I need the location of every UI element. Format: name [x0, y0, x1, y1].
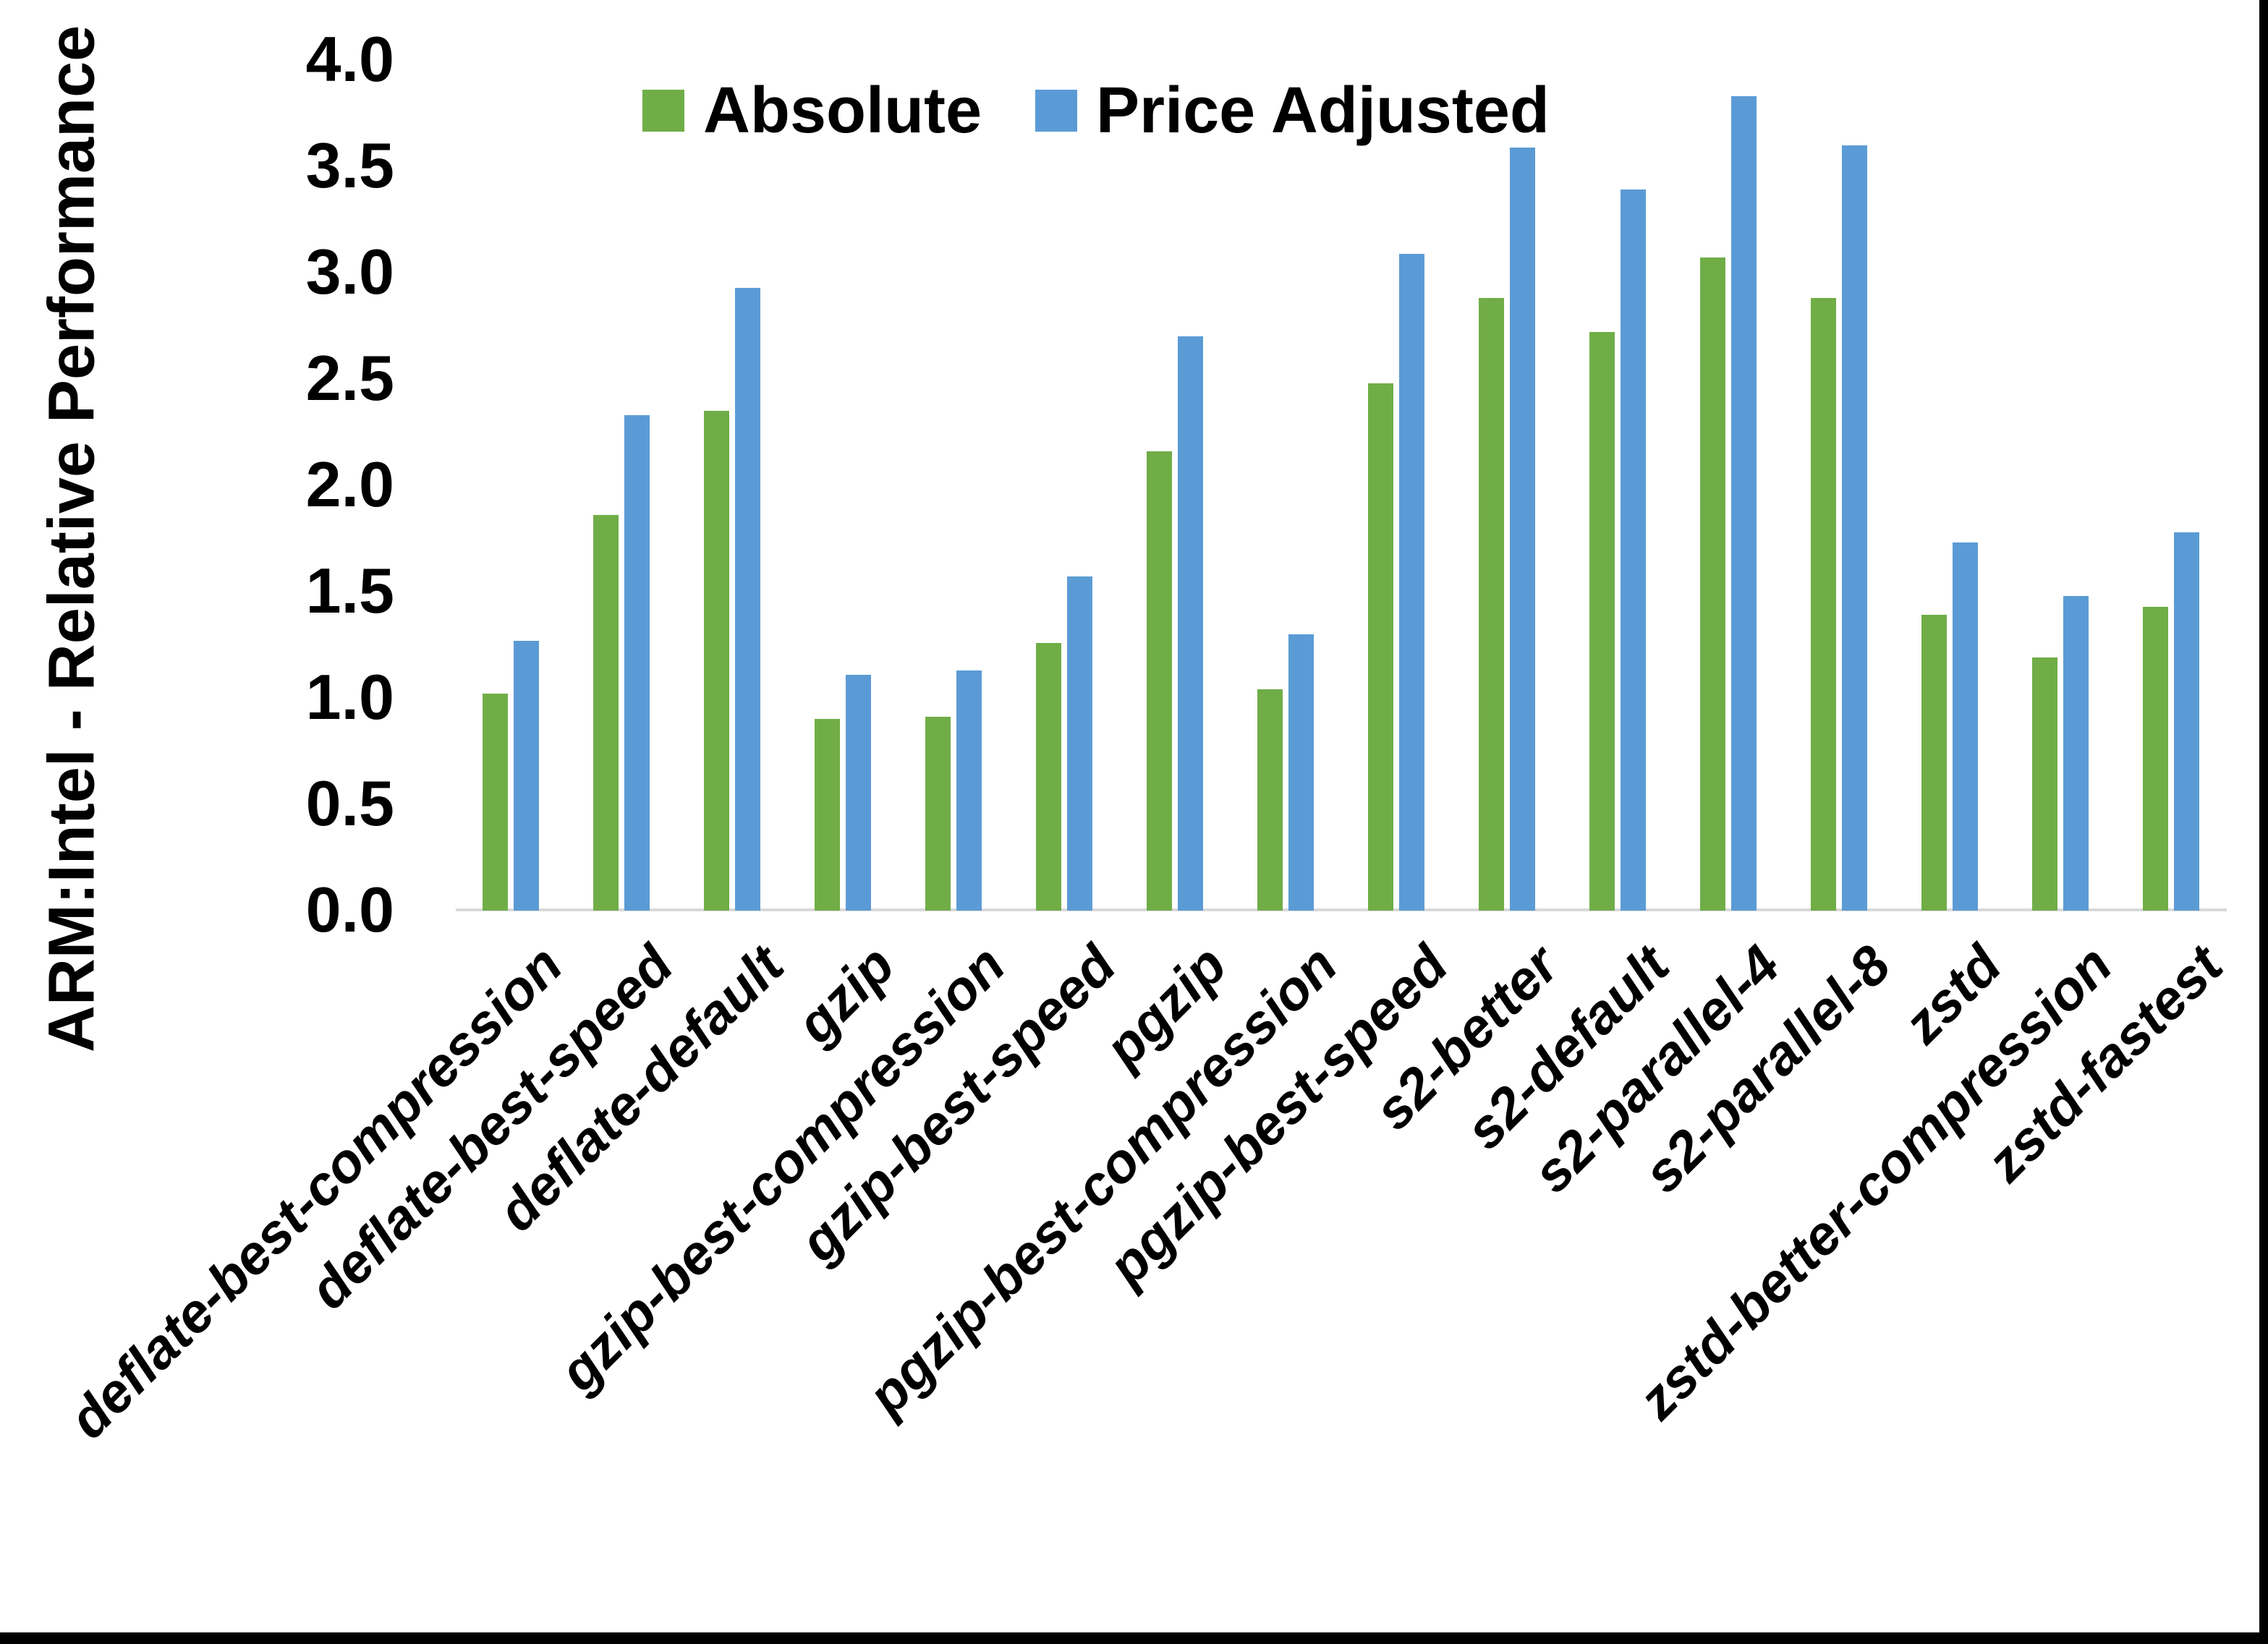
y-tick-label: 0.5	[305, 767, 394, 839]
y-tick-label: 2.0	[305, 448, 394, 520]
bar-price-adjusted	[1288, 634, 1314, 911]
bar-absolute	[815, 719, 840, 911]
legend-swatch-absolute-icon	[642, 90, 684, 132]
legend: Absolute Price Adjusted	[642, 78, 1550, 143]
bar-price-adjusted	[846, 675, 871, 911]
bar-price-adjusted	[2174, 532, 2199, 911]
bar-price-adjusted	[2063, 596, 2089, 911]
y-tick-label: 1.5	[305, 555, 394, 626]
bar-absolute	[593, 515, 619, 911]
bar-absolute	[1036, 643, 1061, 911]
bar-absolute	[1147, 451, 1172, 911]
legend-item-price-adjusted: Price Adjusted	[1035, 78, 1550, 143]
y-tick-label: 3.0	[305, 236, 394, 307]
bar-absolute	[1257, 689, 1283, 911]
bar-absolute	[1700, 257, 1725, 911]
bar-price-adjusted	[1953, 542, 1978, 911]
y-tick-label: 4.0	[305, 23, 394, 95]
x-axis-line	[456, 908, 2227, 911]
y-tick-label: 3.5	[305, 129, 394, 201]
bar-absolute	[2143, 607, 2168, 911]
bar-price-adjusted	[735, 288, 760, 911]
legend-label-price-adjusted: Price Adjusted	[1096, 74, 1550, 147]
legend-item-absolute: Absolute	[642, 78, 982, 143]
bar-absolute	[925, 717, 951, 911]
bar-price-adjusted	[1621, 189, 1646, 911]
bar-absolute	[1921, 615, 1947, 911]
bar-absolute	[1811, 298, 1836, 911]
bar-absolute	[1368, 383, 1393, 911]
legend-swatch-price-adjusted-icon	[1035, 90, 1078, 132]
bar-price-adjusted	[1178, 336, 1203, 911]
bar-absolute	[1479, 298, 1504, 911]
bar-absolute	[1589, 332, 1615, 911]
bar-price-adjusted	[1067, 576, 1092, 911]
y-tick-label: 0.0	[305, 874, 394, 945]
bar-price-adjusted	[1510, 148, 1535, 911]
y-tick-label: 2.5	[305, 342, 394, 414]
bar-absolute	[2032, 657, 2057, 911]
bar-price-adjusted	[1399, 254, 1424, 911]
bar-price-adjusted	[514, 641, 539, 911]
bar-price-adjusted	[624, 415, 650, 911]
bar-price-adjusted	[956, 670, 982, 911]
bar-absolute	[483, 694, 508, 911]
legend-label-absolute: Absolute	[703, 74, 982, 147]
y-tick-label: 1.0	[305, 661, 394, 733]
bar-absolute	[704, 411, 729, 911]
bar-price-adjusted	[1731, 96, 1757, 911]
bar-price-adjusted	[1842, 145, 1867, 911]
